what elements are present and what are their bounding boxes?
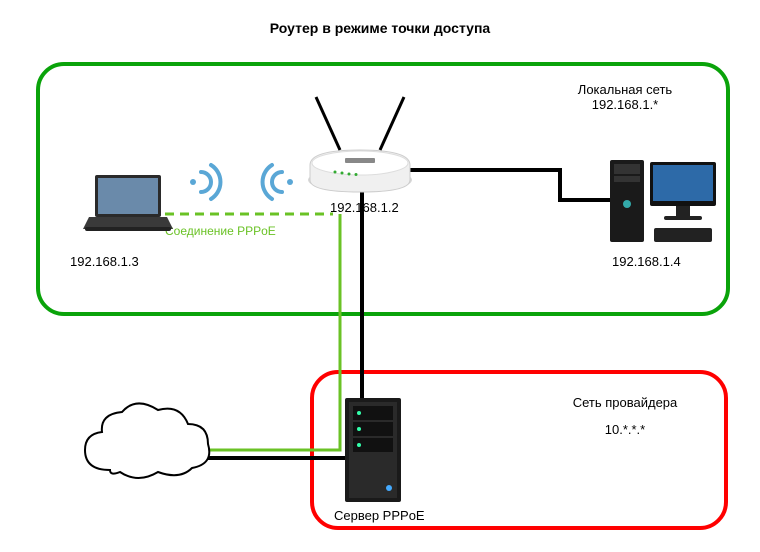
- laptop-ip: 192.168.1.3: [70, 254, 139, 269]
- provider-label: Сеть провайдера 10.*.*.*: [545, 395, 705, 437]
- router-ip: 192.168.1.2: [330, 200, 399, 215]
- server-label: Сервер PPPoE: [334, 508, 425, 523]
- lan-label-line1: Локальная сеть: [545, 82, 705, 97]
- cloud-label: Интернет: [122, 448, 179, 463]
- cloud-icon: [85, 403, 209, 478]
- lan-label-line2: 192.168.1.*: [545, 97, 705, 112]
- diagram-title: Роутер в режиме точки доступа: [0, 0, 760, 36]
- lan-label: Локальная сеть 192.168.1.*: [545, 82, 705, 112]
- provider-zone: [310, 370, 728, 530]
- provider-label-line1: Сеть провайдера: [545, 395, 705, 410]
- desktop-ip: 192.168.1.4: [612, 254, 681, 269]
- pppoe-connection-label: Соединение PPPoE: [165, 224, 276, 238]
- provider-label-line2: 10.*.*.*: [545, 422, 705, 437]
